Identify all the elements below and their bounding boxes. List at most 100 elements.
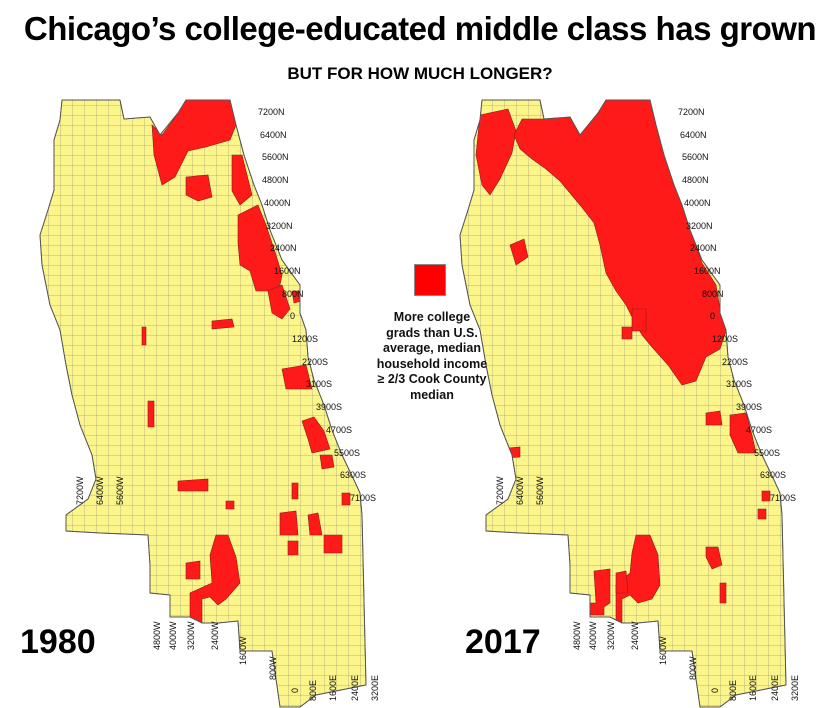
street-label-2400n: 2400N — [690, 243, 717, 254]
legend-line: median — [410, 387, 454, 402]
street-label-4000w: 4000W — [588, 621, 598, 650]
street-label-1600e: 1600E — [748, 674, 758, 701]
street-label-5500s: 5500S — [334, 447, 361, 458]
map-1980: 1980 7200N 6400N 5600N 4800N 4000N 3200N 2400N… — [0, 95, 420, 708]
qualifying-tract-region — [141, 326, 147, 346]
street-label-1600n: 1600N — [694, 265, 721, 276]
street-label-6400n: 6400N — [260, 129, 287, 140]
street-label-0: 0 — [710, 311, 716, 322]
qualifying-tract-region — [495, 446, 521, 460]
street-label-4800w: 4800W — [152, 621, 162, 650]
legend-swatch — [414, 264, 446, 296]
qualifying-tract-region — [279, 510, 299, 536]
qualifying-tracts — [40, 100, 351, 626]
street-label-2200s: 2200S — [302, 356, 329, 367]
street-label-0: 0 — [710, 687, 720, 693]
qualifying-tract-region — [615, 570, 629, 594]
legend-line: ≥ 2/3 Cook County — [377, 372, 487, 386]
street-label-4000w: 4000W — [168, 621, 178, 650]
street-label-5600n: 5600N — [262, 152, 289, 163]
qualifying-tract-region — [307, 512, 323, 536]
map-2017: 2017 7200N 6400N 5600N 4800N 4000N 3200N 2400N… — [420, 95, 840, 708]
street-label-6400n: 6400N — [680, 129, 707, 140]
qualifying-tract-region — [189, 534, 241, 626]
qualifying-tract-region — [729, 412, 757, 454]
tract-grid — [40, 100, 366, 707]
street-label-3100s: 3100S — [726, 379, 753, 390]
street-label-3200n: 3200N — [266, 220, 293, 231]
qualifying-tract-region — [40, 152, 41, 216]
street-label-3200e: 3200E — [790, 674, 800, 701]
qualifying-tract-region — [761, 490, 771, 502]
street-label-3900s: 3900S — [316, 402, 343, 413]
qualifying-tract-region — [291, 482, 299, 500]
page-title: Chicago’s college-educated middle class … — [23, 10, 817, 47]
street-label-2400e: 2400E — [770, 674, 780, 701]
qualifying-tract-region — [719, 582, 727, 604]
street-label-800n: 800N — [702, 288, 724, 299]
legend-line: average, median — [383, 341, 481, 355]
city-edge — [39, 99, 367, 708]
qualifying-tract-region — [185, 560, 201, 580]
street-label-800n: 800N — [282, 288, 304, 299]
street-label-7200n: 7200N — [678, 107, 705, 117]
legend-line: household income — [376, 356, 488, 371]
street-label-800e: 800E — [728, 679, 738, 701]
street-label-6400w: 6400W — [95, 476, 105, 505]
legend-line: More college — [393, 310, 471, 324]
street-label-7200n: 7200N — [258, 107, 285, 117]
qualifying-tract-region — [460, 152, 461, 216]
qualifying-tract-region — [225, 500, 235, 510]
qualifying-tract-region — [705, 410, 723, 426]
qualifying-tract-region — [301, 416, 331, 454]
qualifying-tract-region — [341, 492, 351, 506]
year-label: 1980 — [20, 623, 96, 661]
street-label-2400w: 2400W — [210, 621, 220, 650]
qualifying-tract-region — [147, 400, 155, 428]
street-label-0: 0 — [290, 687, 300, 693]
street-label-3900s: 3900S — [736, 402, 763, 413]
qualifying-tract-region — [287, 540, 299, 556]
street-label-7200w: 7200W — [495, 476, 505, 505]
street-label-5600n: 5600N — [682, 152, 709, 163]
street-label-4800w: 4800W — [572, 621, 582, 650]
street-label-4800n: 4800N — [682, 175, 709, 186]
street-label-5500s: 5500S — [754, 447, 781, 458]
qualifying-tract-region — [757, 508, 767, 520]
street-label-7100s: 7100S — [770, 492, 797, 503]
street-label-4000n: 4000N — [264, 197, 291, 208]
qualifying-tract-region — [323, 534, 343, 554]
street-label-2200s: 2200S — [722, 356, 749, 367]
street-label-3200n: 3200N — [686, 220, 713, 231]
qualifying-tract-region — [631, 308, 647, 332]
qualifying-tract-region — [177, 478, 209, 492]
street-label-2400n: 2400N — [270, 243, 297, 254]
street-label-800w: 800W — [268, 656, 278, 680]
qualifying-tract-region — [513, 100, 727, 386]
street-label-3200e: 3200E — [370, 674, 380, 701]
street-label-2400w: 2400W — [630, 621, 640, 650]
qualifying-tract-region — [319, 454, 335, 470]
qualifying-tract-region — [509, 238, 529, 266]
street-label-4000n: 4000N — [684, 197, 711, 208]
street-label-5600w: 5600W — [115, 476, 125, 505]
legend-line: grads than U.S. — [386, 325, 478, 340]
street-label-2400e: 2400E — [350, 674, 360, 701]
street-label-1600n: 1600N — [274, 265, 301, 276]
street-label-6300s: 6300S — [340, 470, 367, 481]
street-label-800w: 800W — [688, 656, 698, 680]
qualifying-tract-region — [185, 174, 213, 202]
qualifying-tract-region — [267, 284, 291, 320]
qualifying-tract-region — [231, 154, 253, 206]
street-label-0: 0 — [290, 311, 296, 322]
map-1980-svg — [39, 99, 367, 708]
page-subtitle: BUT FOR HOW MUCH LONGER? — [287, 64, 553, 83]
street-label-3200w: 3200W — [606, 621, 616, 650]
street-label-1200s: 1200S — [712, 334, 739, 344]
street-label-1600w: 1600W — [238, 636, 248, 665]
qualifying-tract-region — [621, 326, 633, 340]
street-label-4700s: 4700S — [326, 424, 353, 435]
year-label: 2017 — [465, 623, 541, 661]
street-label-3100s: 3100S — [306, 379, 333, 390]
street-label-3200w: 3200W — [186, 621, 196, 650]
